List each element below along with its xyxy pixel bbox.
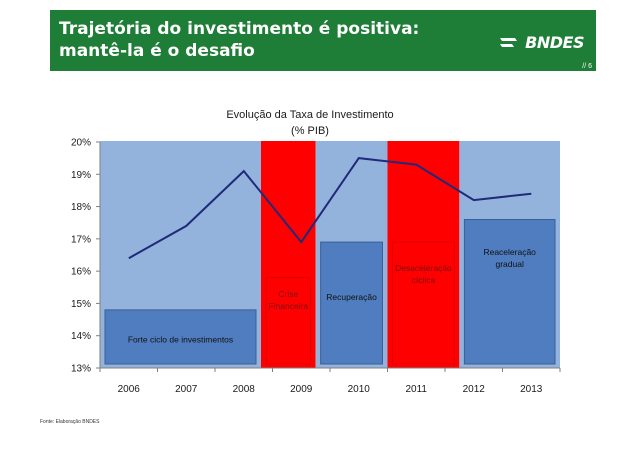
x-tick-label: 2012 [463,384,486,395]
x-tick-label: 2010 [348,384,371,395]
series-line [128,157,532,260]
period-label-2: Recuperação [326,292,377,302]
chart-subtitle: (% PIB) [291,125,329,137]
period-box-1 [265,277,312,365]
bndes-logo: BNDES [498,33,584,52]
y-tick-label: 13% [71,364,91,375]
y-tick-label: 15% [71,299,91,310]
header-banner: Trajetória do investimento é positiva: m… [50,10,596,71]
y-tick-label: 17% [71,234,91,245]
period-box-labels: Forte ciclo de investimentos Crise Finance… [128,247,536,345]
chart-axes: 13% 14% 15% 16% 17% 18% 19% 20% 2006 2007 2008 2009… [71,138,561,395]
y-tick-label: 19% [71,170,91,181]
period-label-3: Desaceleração cíclica [395,263,452,285]
period-label-line: Financeira [268,301,308,311]
period-label-line: Reaceleração [483,247,536,257]
source-note: Fonte: Elaboração BNDES [40,419,100,425]
bndes-logo-mark-icon [500,37,518,47]
period-box-4 [463,218,556,365]
x-tick-label: 2008 [233,384,256,395]
logo-text: BNDES [525,33,584,52]
period-boxes [104,218,556,365]
period-box-2 [320,241,383,365]
period-label-line: Forte ciclo de investimentos [128,335,233,345]
y-tick-label: 16% [71,267,91,278]
x-tick-label: 2009 [290,384,313,395]
period-label-line: Desaceleração [395,263,452,273]
period-box-3 [392,241,455,365]
page-number: // 6 [582,63,592,70]
chart-title: Evolução da Taxa de Investimento [226,109,393,121]
y-tick-label: 14% [71,331,91,342]
y-tick-label: 18% [71,202,91,213]
x-tick-label: 2006 [118,384,141,395]
period-label-line: cíclica [412,275,436,285]
y-tick-label: 20% [71,138,91,149]
period-box-0 [104,309,257,365]
period-label-line: gradual [496,259,524,269]
period-label-1: Crise Financeira [268,289,308,311]
page-title: Trajetória do investimento é positiva: m… [59,19,420,61]
x-tick-label: 2007 [175,384,198,395]
period-label-4: Reaceleração gradual [483,247,536,269]
period-label-0: Forte ciclo de investimentos [128,335,233,345]
x-tick-label: 2013 [520,384,543,395]
x-tick-label: 2011 [405,384,427,395]
period-label-line: Recuperação [326,292,377,302]
period-label-line: Crise [278,289,298,299]
